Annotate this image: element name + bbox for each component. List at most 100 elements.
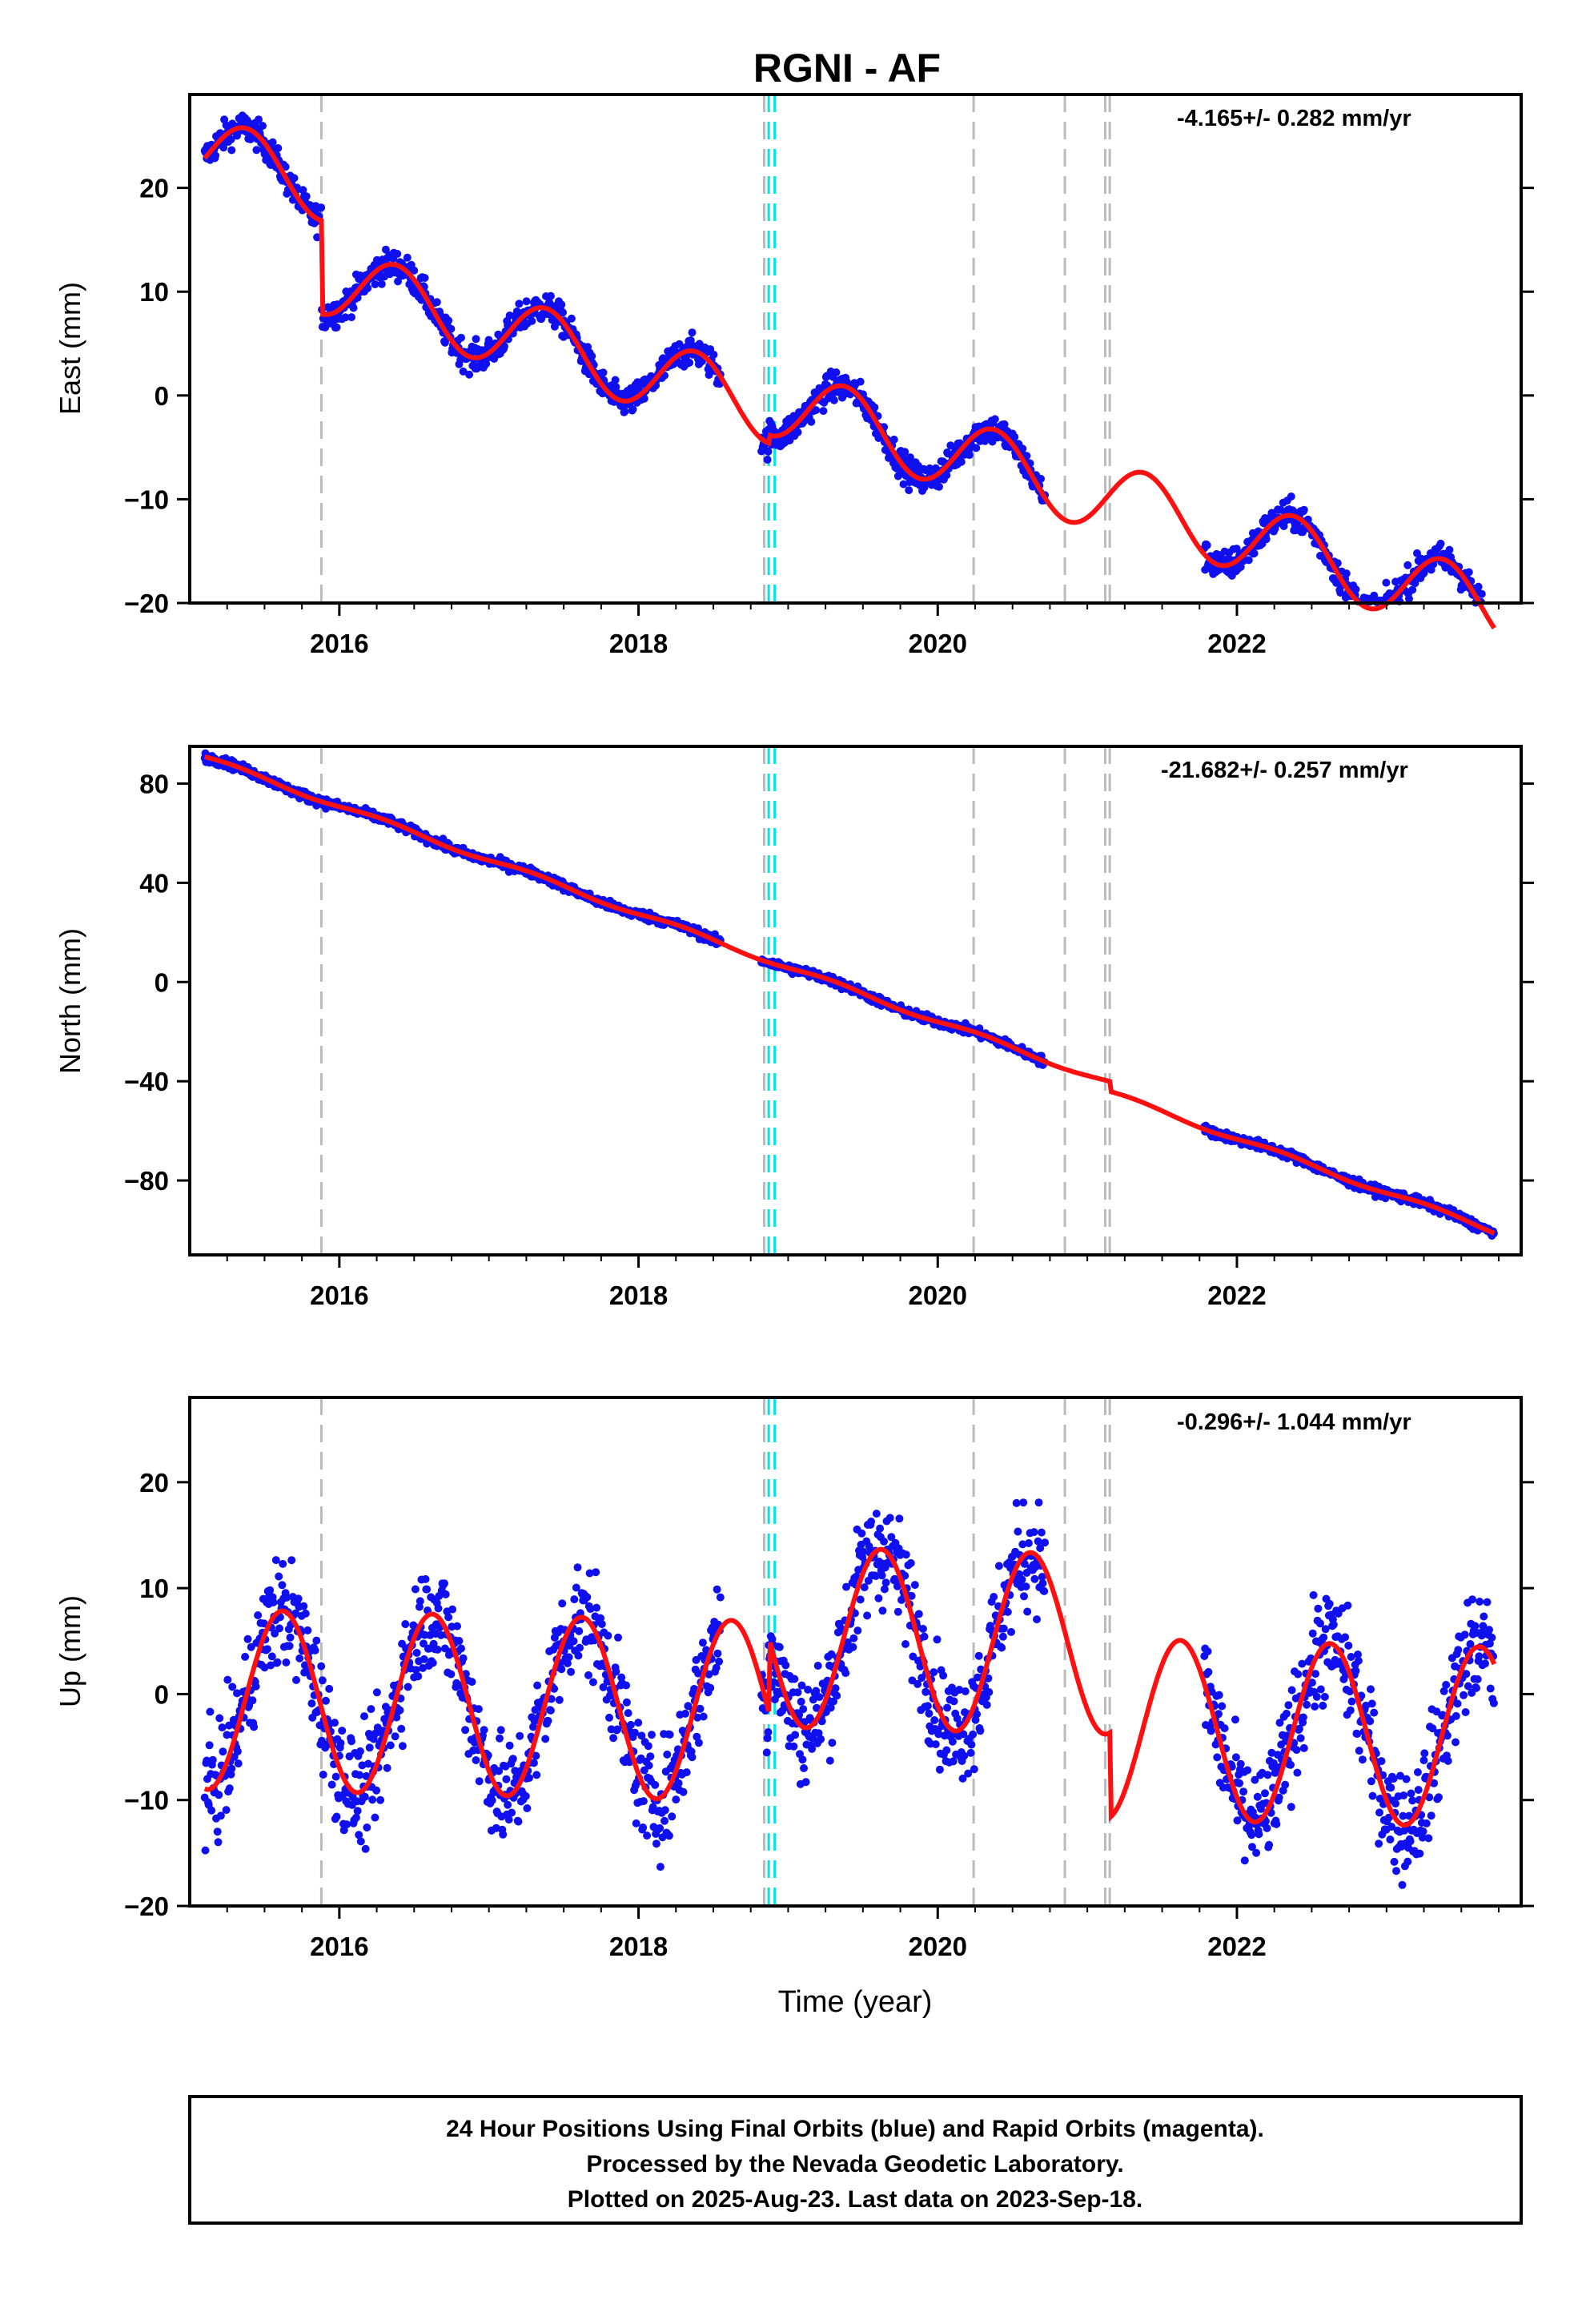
up-data-point	[267, 1652, 276, 1661]
east-data-point	[259, 122, 267, 131]
up-data-point	[775, 1642, 784, 1651]
up-data-point	[480, 1726, 488, 1735]
up-data-point	[453, 1622, 461, 1630]
up-data-point	[1287, 1803, 1295, 1811]
up-data-point	[285, 1642, 294, 1651]
up-data-point	[215, 1714, 224, 1723]
up-data-point	[706, 1683, 715, 1692]
up-data-point	[397, 1724, 406, 1733]
up-data-point	[825, 1756, 834, 1765]
up-data-point	[499, 1830, 508, 1839]
chart-title: RGNI - AF	[753, 46, 941, 90]
up-data-point	[567, 1667, 576, 1676]
east-data-point	[856, 377, 865, 386]
up-data-point	[414, 1672, 423, 1681]
up-data-point	[622, 1681, 631, 1690]
north-ytick-label: 40	[139, 868, 169, 898]
up-data-point	[1398, 1880, 1407, 1889]
east-data-point	[620, 407, 629, 416]
east-xtick-label: 2020	[909, 629, 967, 658]
east-data-point	[546, 292, 555, 300]
up-data-point	[564, 1653, 573, 1662]
up-data-point	[1284, 1701, 1293, 1710]
up-data-point	[998, 1643, 1006, 1652]
up-data-point	[1311, 1703, 1319, 1711]
up-data-point	[421, 1574, 430, 1583]
up-data-point	[1263, 1771, 1272, 1779]
east-data-point	[550, 322, 559, 331]
up-data-point	[665, 1731, 674, 1739]
up-data-point	[504, 1800, 512, 1809]
up-data-point	[1390, 1857, 1399, 1866]
east-data-point	[394, 277, 402, 286]
east-data-point	[628, 405, 637, 414]
up-data-point	[575, 1626, 584, 1635]
up-data-point	[597, 1620, 606, 1628]
east-ytick-label: 0	[155, 381, 169, 411]
up-data-point	[1486, 1684, 1495, 1693]
east-data-point	[1336, 589, 1345, 597]
up-data-point	[472, 1756, 480, 1764]
up-data-point	[525, 1774, 533, 1783]
up-data-point	[396, 1706, 404, 1715]
up-data-point	[841, 1669, 850, 1678]
east-data-point	[410, 266, 419, 275]
up-data-point	[504, 1815, 513, 1824]
up-data-point	[893, 1607, 902, 1616]
up-data-point	[457, 1644, 465, 1653]
up-data-point	[1406, 1837, 1415, 1846]
east-data-point	[935, 482, 943, 491]
up-data-point	[434, 1604, 443, 1613]
up-data-point	[294, 1594, 303, 1603]
up-data-point	[1375, 1808, 1383, 1817]
up-data-point	[541, 1735, 550, 1743]
up-data-point	[461, 1726, 470, 1735]
east-data-point	[1022, 452, 1031, 460]
up-data-point	[799, 1705, 808, 1714]
up-data-point	[661, 1806, 669, 1815]
up-data-point	[459, 1654, 468, 1663]
east-data-point	[459, 367, 468, 376]
up-data-point	[789, 1742, 798, 1751]
up-data-point	[652, 1839, 661, 1848]
up-data-point	[327, 1780, 336, 1789]
up-data-point	[762, 1748, 771, 1757]
up-data-point	[1347, 1697, 1356, 1706]
up-data-point	[1030, 1528, 1038, 1537]
east-data-point	[347, 313, 355, 322]
east-data-point	[588, 352, 596, 360]
up-data-point	[569, 1637, 578, 1646]
up-data-point	[208, 1755, 217, 1764]
east-data-point	[274, 144, 283, 152]
up-data-point	[797, 1697, 805, 1706]
up-data-point	[639, 1797, 648, 1806]
east-data-point	[341, 313, 350, 322]
up-data-point	[263, 1645, 271, 1654]
up-ytick-label: 20	[139, 1468, 169, 1498]
up-data-point	[338, 1727, 347, 1735]
up-data-point	[496, 1726, 505, 1735]
up-data-point	[533, 1681, 542, 1690]
up-data-point	[1399, 1791, 1408, 1799]
up-data-point	[849, 1634, 858, 1642]
east-data-point	[227, 135, 235, 144]
up-data-point	[207, 1806, 216, 1815]
up-data-point	[1272, 1819, 1281, 1828]
up-data-point	[1488, 1633, 1496, 1642]
up-data-point	[355, 1771, 364, 1779]
up-data-point	[679, 1787, 688, 1796]
up-data-point	[833, 1691, 841, 1700]
up-data-point	[614, 1633, 622, 1642]
up-data-point	[1287, 1760, 1295, 1769]
up-data-point	[1012, 1498, 1021, 1507]
up-data-point	[793, 1688, 802, 1697]
east-plot-area	[190, 94, 1521, 603]
up-data-point	[391, 1732, 400, 1741]
east-data-point	[255, 115, 263, 124]
up-data-point	[1420, 1749, 1429, 1758]
up-data-point	[475, 1777, 484, 1786]
up-data-point	[1314, 1604, 1323, 1613]
up-data-point	[433, 1645, 442, 1654]
east-data-point	[393, 250, 402, 258]
